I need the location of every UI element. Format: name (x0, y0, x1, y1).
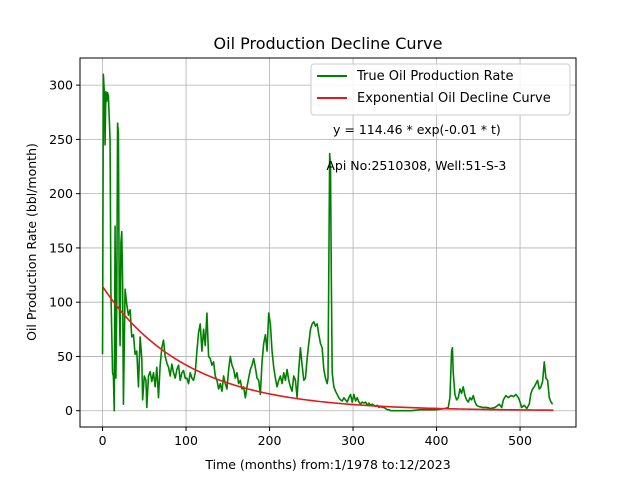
exponential-decline-curve-line (101, 286, 554, 411)
x-tick-label: 100 (174, 433, 198, 448)
x-tick-label: 400 (425, 433, 449, 448)
x-tick-label: 200 (258, 433, 282, 448)
legend: True Oil Production Rate Exponential Oil… (310, 63, 571, 116)
y-tick-label: 0 (65, 403, 73, 418)
y-axis-label: Oil Production Rate (bbl/month) (24, 143, 39, 341)
legend-label-decline-curve: Exponential Oil Decline Curve (357, 91, 551, 106)
y-tick-label: 200 (49, 186, 73, 201)
axis-ticks: 0 100 200 300 400 500 0 50 100 150 200 250 300 (49, 78, 532, 448)
y-tick-label: 50 (57, 349, 73, 364)
x-tick-label: 300 (341, 433, 365, 448)
legend-box (310, 63, 571, 116)
x-tick-label: 0 (99, 433, 107, 448)
legend-label-true-rate: True Oil Production Rate (356, 69, 513, 84)
y-tick-label: 100 (49, 295, 73, 310)
grid-lines (80, 58, 576, 427)
y-tick-label: 250 (49, 132, 73, 147)
series-layer (101, 73, 554, 412)
true-production-rate-line (101, 73, 554, 412)
x-tick-label: 500 (508, 433, 532, 448)
y-tick-label: 300 (49, 78, 73, 93)
x-axis-label: Time (months) from:1/1978 to:12/2023 (204, 457, 450, 472)
plot-frame (79, 57, 577, 428)
well-id-annotation: Api No:2510308, Well:51-S-3 (326, 158, 506, 173)
chart-title: Oil Production Decline Curve (214, 34, 443, 53)
equation-annotation: y = 114.46 * exp(-0.01 * t) (333, 122, 501, 137)
y-tick-label: 150 (49, 240, 73, 255)
